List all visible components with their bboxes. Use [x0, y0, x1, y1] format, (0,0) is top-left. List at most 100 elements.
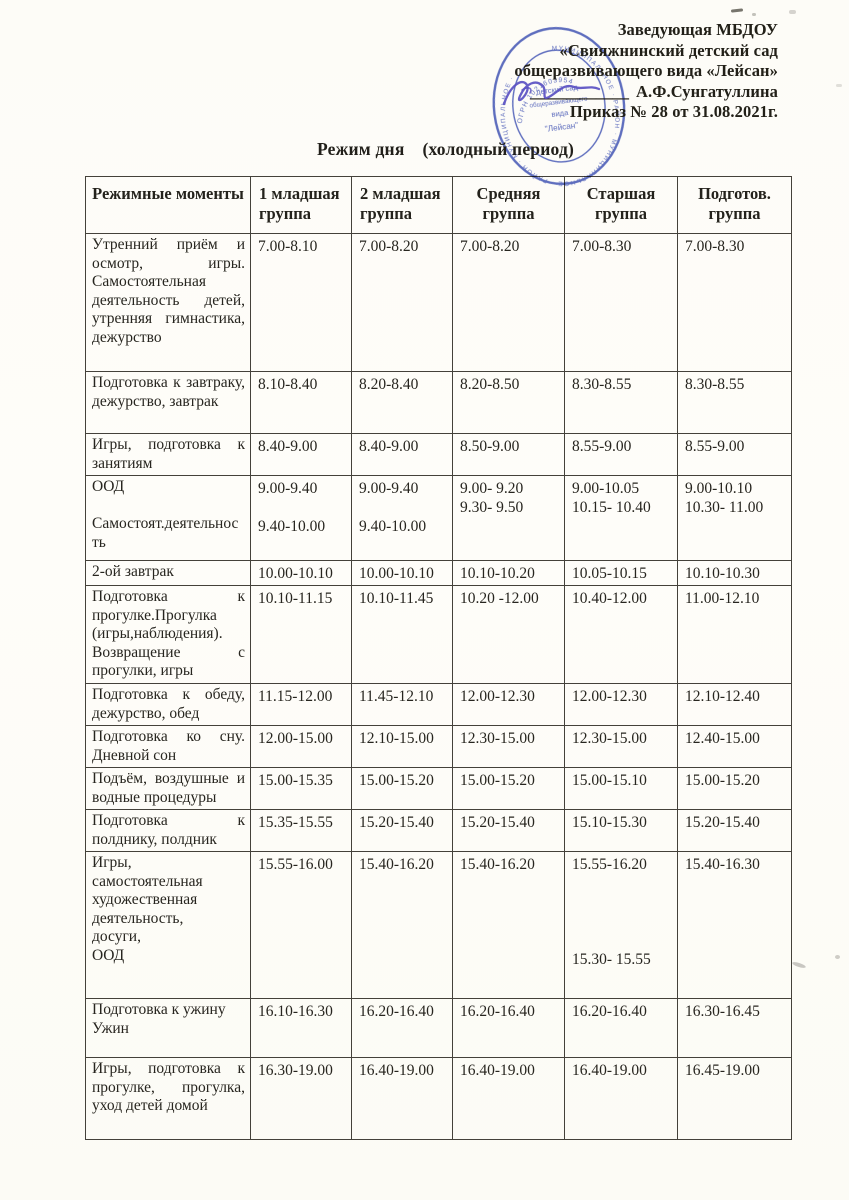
time-cell: 12.00-12.30 — [564, 683, 678, 726]
scan-speck — [752, 13, 756, 16]
time-cell: 16.30-16.45 — [677, 998, 792, 1058]
table-row: Игры, подготовка к прогулке, прогулка, у… — [85, 1057, 792, 1140]
table-row: Подготовка к обеду, дежурство, обед 11.15… — [85, 683, 792, 726]
activity-cell: Подготовка к ужину Ужин — [85, 998, 251, 1058]
order-line: Приказ № 28 от 31.08.2021г. — [569, 102, 778, 121]
time-cell: 15.20-15.40 — [677, 809, 792, 852]
time-cell: 8.20-8.40 — [351, 371, 453, 434]
approval-block: Заведующая МБДОУ «Свияжнинский детский с… — [358, 20, 778, 123]
scan-speck — [789, 10, 796, 14]
signature-line: ____________ — [529, 81, 629, 101]
svg-text:вида: вида — [551, 108, 570, 119]
time-cell: 15.20-15.40 — [351, 809, 453, 852]
activity-cell: Подготовка к завтраку, дежурство, завтра… — [85, 371, 251, 434]
activity-cell: Подготовка к прогулке.Прогулка (игры,наб… — [85, 585, 251, 684]
time-cell: 8.50-9.00 — [452, 433, 565, 476]
table-row: Игры, подготовка к занятиям 8.40-9.00 8.40… — [85, 433, 792, 476]
official-stamp: МУНИЦИПАЛЬНОЕ ∙ РАЙОН ∙ МУНИЦИПАЛЬНОЕ ∙ … — [480, 16, 637, 197]
time-cell: 15.00-15.20 — [351, 767, 453, 810]
schedule-table: Режимные моменты 1 младшая группа 2 младша… — [85, 176, 792, 1140]
time-cell: 8.20-8.50 — [452, 371, 565, 434]
column-header: 2 младшая группа — [351, 176, 453, 234]
time-cell: 12.00-12.30 — [452, 683, 565, 726]
time-cell: 16.40-19.00 — [351, 1057, 453, 1140]
time-cell: 9.00-10.05 10.15- 10.40 — [564, 475, 678, 561]
approval-line: «Свияжнинский детский сад — [559, 40, 778, 60]
time-cell: 16.10-16.30 — [250, 998, 352, 1058]
schedule-table-body: Утренний приём и осмотр, игры. Самостоят… — [85, 233, 792, 1140]
time-cell: 16.20-16.40 — [452, 998, 565, 1058]
time-cell: 12.10-15.00 — [351, 725, 453, 768]
time-cell: 15.00-15.20 — [452, 767, 565, 810]
time-cell: 10.00-10.10 — [351, 560, 453, 586]
time-cell: 8.40-9.00 — [250, 433, 352, 476]
handwritten-signature — [500, 74, 604, 114]
signature-row: ____________ А.Ф.Сунгатуллина — [358, 82, 778, 103]
table-row: Подготовка к завтраку, дежурство, завтра… — [85, 371, 792, 434]
activity-cell: Утренний приём и осмотр, игры. Самостоят… — [85, 233, 251, 372]
time-cell: 16.40-19.00 — [564, 1057, 678, 1140]
activity-cell: Подготовка к обеду, дежурство, обед — [85, 683, 251, 726]
time-cell: 15.00-15.35 — [250, 767, 352, 810]
time-cell: 15.55-16.20 15.30- 15.55 — [564, 851, 678, 999]
scan-speck — [730, 8, 744, 13]
time-cell: 10.20 -12.00 — [452, 585, 565, 684]
time-cell: 10.10-11.15 — [250, 585, 352, 684]
approval-line: общеразвивающего вида «Лейсан» — [514, 61, 778, 80]
table-row: 2-ой завтрак 10.00-10.10 10.00-10.10 10.10-… — [85, 560, 792, 586]
time-cell: 16.45-19.00 — [677, 1057, 792, 1140]
activity-cell: Подготовка ко сну. Дневной сон — [85, 725, 251, 768]
time-cell: 15.20-15.40 — [452, 809, 565, 852]
column-header: Старшая группа — [564, 176, 678, 234]
title-period: (холодный период) — [422, 139, 575, 159]
time-cell: 7.00-8.20 — [351, 233, 453, 372]
time-cell: 9.00-9.40 9.40-10.00 — [351, 475, 453, 561]
table-row: Подготовка к прогулке.Прогулка (игры,наб… — [85, 585, 792, 684]
title-main: Режим дня — [317, 139, 405, 159]
time-cell: 8.55-9.00 — [677, 433, 792, 476]
table-row: Подъём, воздушные и водные процедуры 15.0… — [85, 767, 792, 810]
time-cell: 7.00-8.30 — [677, 233, 792, 372]
time-cell: 7.00-8.20 — [452, 233, 565, 372]
time-cell: 8.40-9.00 — [351, 433, 453, 476]
time-cell: 10.40-12.00 — [564, 585, 678, 684]
time-cell: 15.55-16.00 — [250, 851, 352, 999]
time-cell: 10.10-10.20 — [452, 560, 565, 586]
time-cell: 11.45-12.10 — [351, 683, 453, 726]
time-cell: 7.00-8.10 — [250, 233, 352, 372]
table-row: Игры, самостоятельная художественная дея… — [85, 851, 792, 999]
scan-speck — [836, 84, 842, 87]
signatory-name: А.Ф.Сунгатуллина — [635, 81, 778, 101]
time-cell: 12.30-15.00 — [452, 725, 565, 768]
time-cell: 10.05-10.15 — [564, 560, 678, 586]
time-cell: 11.00-12.10 — [677, 585, 792, 684]
svg-text:"Лейсан": "Лейсан" — [544, 121, 578, 134]
time-cell: 8.10-8.40 — [250, 371, 352, 434]
time-cell: 9.00-9.40 9.40-10.00 — [250, 475, 352, 561]
schedule-table-header-row: Режимные моменты 1 младшая группа 2 младша… — [85, 176, 792, 234]
column-header: Подготов. группа — [677, 176, 792, 234]
scan-speck — [791, 960, 807, 970]
time-cell: 9.00-10.10 10.30- 11.00 — [677, 475, 792, 561]
time-cell: 8.30-8.55 — [677, 371, 792, 434]
table-row: ООД Самостоят.деятельность 9.00-9.40 9.40… — [85, 475, 792, 561]
column-header: Режимные моменты — [85, 176, 251, 234]
time-cell: 10.10-11.45 — [351, 585, 453, 684]
time-cell: 15.35-15.55 — [250, 809, 352, 852]
table-row: Подготовка ко сну. Дневной сон 12.00-15.0… — [85, 725, 792, 768]
table-row: Утренний приём и осмотр, игры. Самостоят… — [85, 233, 792, 372]
activity-cell: Игры, подготовка к прогулке, прогулка, у… — [85, 1057, 251, 1140]
time-cell: 8.55-9.00 — [564, 433, 678, 476]
activity-cell: Подготовка к полднику, полдник — [85, 809, 251, 852]
scan-speck — [835, 955, 840, 959]
time-cell: 15.40-16.20 — [351, 851, 453, 999]
time-cell: 7.00-8.30 — [564, 233, 678, 372]
time-cell: 9.00- 9.20 9.30- 9.50 — [452, 475, 565, 561]
time-cell: 10.00-10.10 — [250, 560, 352, 586]
time-cell: 12.10-12.40 — [677, 683, 792, 726]
time-cell: 12.30-15.00 — [564, 725, 678, 768]
page-title: Режим дня (холодный период) — [317, 139, 574, 160]
time-cell: 16.40-19.00 — [452, 1057, 565, 1140]
time-cell: 15.00-15.10 — [564, 767, 678, 810]
approval-line: Заведующая МБДОУ — [617, 20, 778, 39]
